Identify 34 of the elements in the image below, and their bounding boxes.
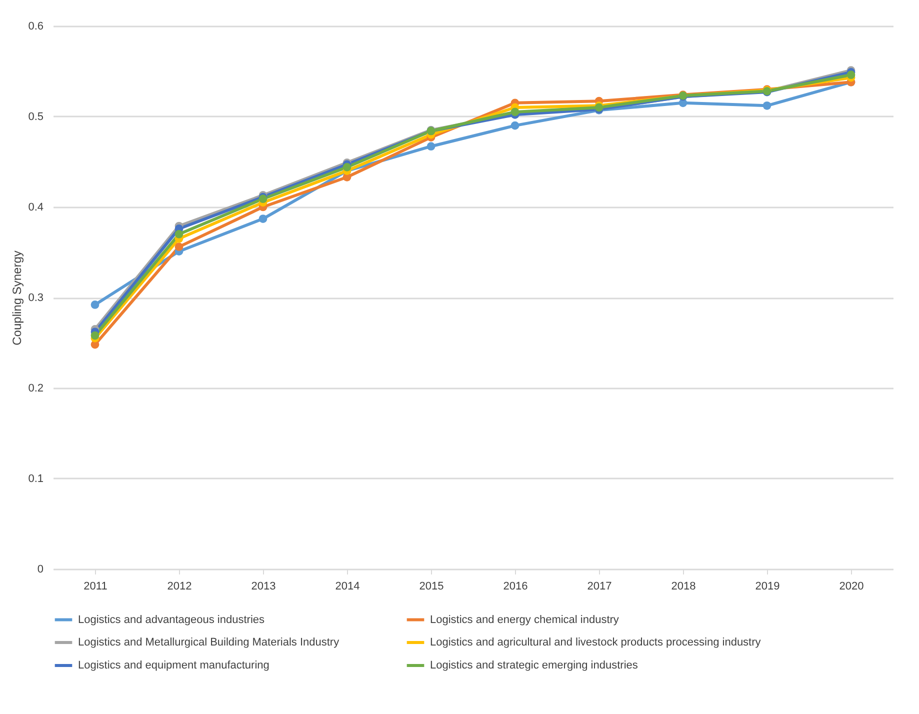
x-tick-label: 2015 [419,580,444,592]
x-tick-label: 2012 [167,580,192,592]
x-tick-label: 2017 [587,580,612,592]
point [342,163,352,172]
y-tick-label: 0.5 [28,111,44,123]
legend-label: Logistics and energy chemical industry [430,614,620,626]
point [762,101,772,110]
legend-label: Logistics and agricultural and livestock products processing industry [430,636,762,648]
legend-label: Logistics and strategic emerging industries [430,660,638,672]
y-tick-label: 0.4 [28,202,44,214]
y-tick-label: 0.2 [28,382,44,394]
y-tick-label: 0 [37,564,44,576]
y-tick-label: 0.6 [28,20,44,32]
x-tick-label: 2016 [503,580,528,592]
point [174,230,184,238]
legend-label: Logistics and Metallurgical Building Materials Industry [78,636,340,648]
point [846,70,856,80]
x-tick-label: 2013 [251,580,276,592]
legend-label: Logistics and equipment manufacturing [78,660,270,672]
point [174,242,184,251]
y-tick-label: 0.1 [28,473,44,485]
y-axis-title: Coupling Synergy [10,250,24,346]
point [90,300,100,309]
x-tick-label: 2020 [839,580,864,592]
x-tick-label: 2018 [671,580,696,592]
point [90,331,100,340]
x-tick-label: 2019 [755,580,780,592]
point [426,142,436,151]
x-tick-label: 2011 [84,580,108,592]
x-tick-label: 2014 [335,580,360,592]
point [510,121,520,130]
point [258,214,268,223]
y-tick-label: 0.3 [28,292,44,304]
legend-label: Logistics and advantageous industries [78,614,266,626]
